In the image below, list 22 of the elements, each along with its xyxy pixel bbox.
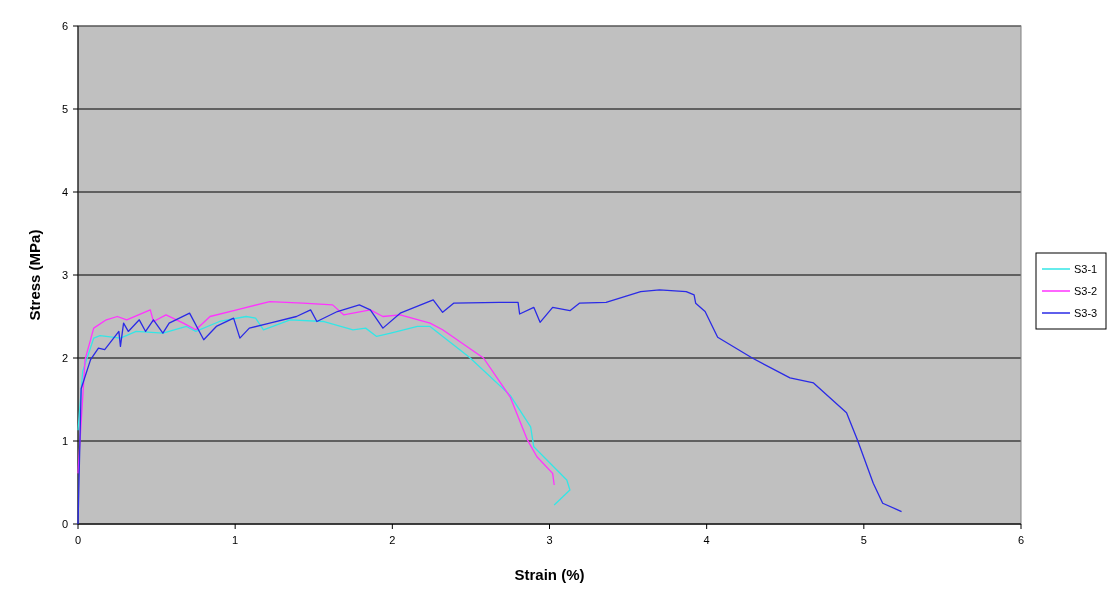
y-tick-label: 3: [61, 269, 68, 281]
y-tick-label: 0: [61, 518, 68, 530]
x-tick-label: 4: [703, 534, 710, 546]
x-tick-label: 0: [74, 534, 82, 546]
x-tick-label: 6: [1017, 534, 1025, 546]
legend-label: S3-1: [1074, 263, 1098, 275]
y-tick-label: 1: [61, 435, 68, 447]
y-tick-label: 6: [61, 20, 68, 32]
x-tick-label: 2: [389, 534, 396, 546]
legend-label: S3-2: [1074, 285, 1098, 297]
y-tick-label: 5: [61, 103, 68, 115]
x-tick-label: 1: [232, 534, 239, 546]
x-tick-label: 3: [546, 534, 553, 546]
x-tick-label: 5: [860, 534, 867, 546]
y-tick-label: 2: [61, 352, 68, 364]
y-tick-label: 4: [61, 186, 68, 198]
line-series: [77, 315, 571, 506]
line-series: [77, 289, 903, 525]
x-axis-title: Strain (%): [514, 566, 585, 583]
legend-label: S3-3: [1074, 307, 1098, 319]
y-axis-title: Stress (MPa): [26, 229, 43, 321]
line-series: [77, 300, 555, 486]
